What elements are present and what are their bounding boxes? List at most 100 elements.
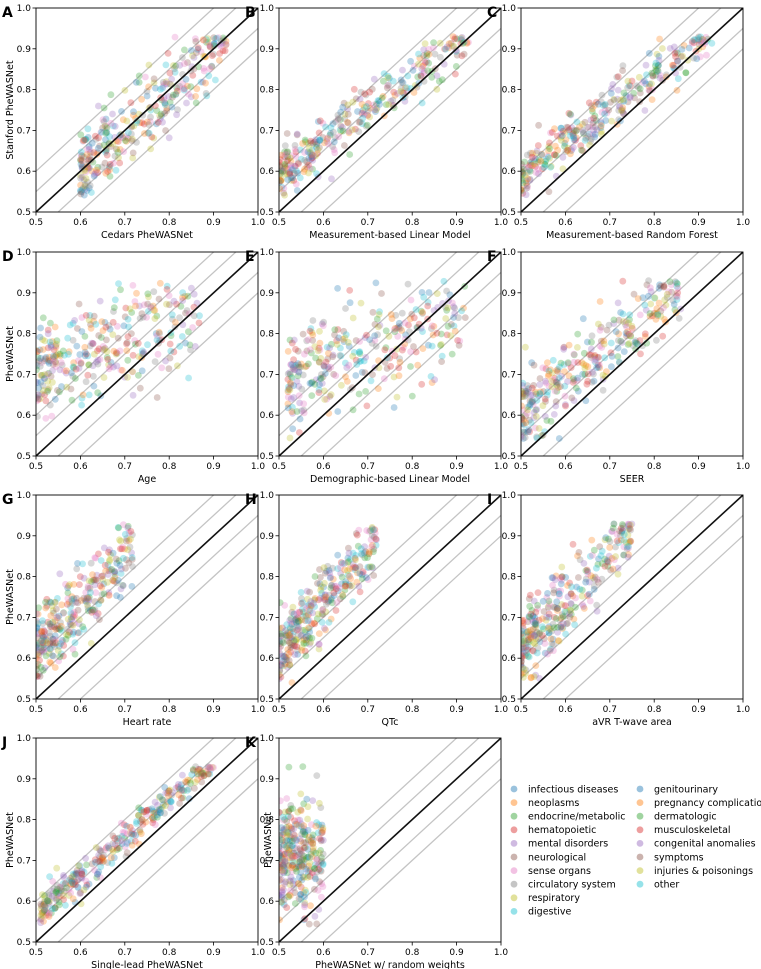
data-point [333,337,341,345]
data-point [36,672,40,679]
y-tick-label: 0.8 [17,330,32,340]
data-point [372,108,379,115]
x-tick-label: 0.9 [206,218,221,228]
data-point [654,61,662,69]
data-point [36,348,41,355]
data-point [371,529,379,537]
data-point [174,84,182,91]
data-point [162,61,170,69]
data-point [643,281,651,289]
data-point [131,337,139,344]
data-point [297,589,305,596]
data-point [625,520,633,528]
data-point [355,582,363,590]
data-point [54,350,62,357]
panel-letter: E [245,249,255,265]
data-point [279,916,283,924]
data-point [109,832,117,840]
data-point [78,867,86,875]
data-point [163,107,171,115]
data-point [97,557,105,564]
data-point [296,856,304,863]
data-point [316,867,324,874]
data-point [68,877,75,885]
data-point [591,576,599,584]
data-point [36,333,44,341]
data-point [521,630,525,638]
data-point [334,587,342,595]
data-point [606,538,614,545]
data-point [534,605,542,612]
data-point [279,630,285,638]
data-point [526,602,534,610]
data-point [190,54,198,61]
data-point [42,635,50,643]
data-point [655,53,663,60]
data-point [287,619,295,627]
data-point [107,551,114,559]
data-point [299,608,307,616]
data-point [302,605,310,613]
data-point [545,143,553,150]
data-point [385,81,392,89]
data-point [318,589,326,597]
data-point [547,635,555,643]
data-point [327,130,334,137]
data-point [193,49,200,57]
data-point [200,36,208,44]
data-point [36,394,40,401]
data-point [344,571,352,579]
data-point [279,158,283,166]
offset-line [322,778,501,942]
data-point [138,347,146,355]
data-point [36,379,41,386]
data-point [303,612,311,620]
data-point [86,342,94,350]
data-point [284,646,292,653]
data-point [346,565,354,573]
offset-line [279,8,480,193]
y-tick-label: 0.7 [502,613,516,623]
data-point [538,151,545,159]
data-point [549,574,557,582]
data-point [287,851,294,858]
data-point [334,111,342,119]
data-point [590,582,598,590]
data-point [60,609,67,617]
data-point [36,650,42,657]
data-point [66,321,74,329]
data-point [204,38,212,46]
data-point [300,406,308,414]
data-point [521,616,526,624]
data-point [311,603,318,610]
data-point [521,428,527,436]
data-point [531,614,539,621]
data-point [369,541,376,549]
data-point [283,844,291,852]
data-point [524,169,531,176]
data-point [124,134,132,142]
data-point [441,45,448,53]
data-point [116,347,124,355]
data-point [665,288,672,296]
data-point [104,356,112,363]
legend-marker [510,812,518,820]
data-point [367,536,375,544]
data-point [287,873,295,881]
data-point [332,582,340,590]
data-point [68,879,76,887]
data-point [553,604,561,612]
data-point [657,282,665,290]
data-point [88,139,96,147]
data-point [63,884,70,892]
offset-line [300,757,501,942]
data-point [542,616,550,624]
data-point [57,640,64,647]
data-point [351,566,359,574]
data-point [593,126,601,134]
data-point [533,649,541,657]
data-point [651,294,659,302]
data-point [627,332,634,340]
data-point [195,765,203,773]
data-point [287,834,295,841]
